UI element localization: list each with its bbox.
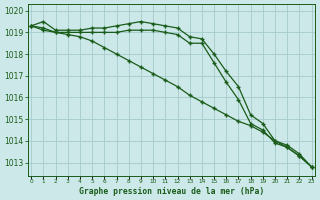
X-axis label: Graphe pression niveau de la mer (hPa): Graphe pression niveau de la mer (hPa): [79, 187, 264, 196]
